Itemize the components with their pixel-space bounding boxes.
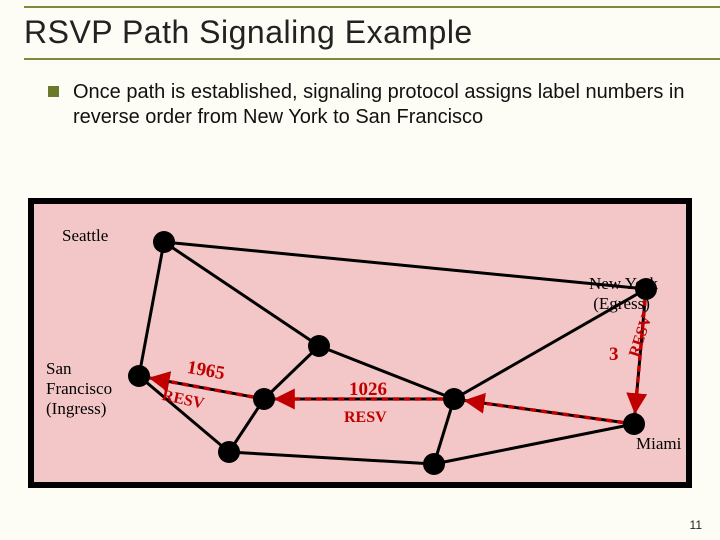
bullet-icon xyxy=(48,86,59,97)
edge xyxy=(139,376,229,452)
edge xyxy=(139,242,164,376)
edge xyxy=(164,242,646,289)
network-svg xyxy=(34,204,686,482)
edge-label: 3 xyxy=(609,344,619,366)
node-seattle xyxy=(153,231,175,253)
top-rule xyxy=(24,6,720,8)
title-underline xyxy=(24,58,720,60)
bullet-text: Once path is established, signaling prot… xyxy=(73,80,690,130)
node-n_top xyxy=(308,335,330,357)
label-nyc: New York (Egress) xyxy=(589,274,658,314)
node-n_midR xyxy=(443,388,465,410)
label-miami: Miami xyxy=(636,434,681,454)
edge-label: 1026 xyxy=(349,379,387,401)
page-number: 11 xyxy=(690,518,702,532)
diagram-frame: Seattle New York (Egress) San Francisco (I… xyxy=(28,198,692,488)
node-n_botR xyxy=(423,453,445,475)
edge xyxy=(434,424,634,464)
node-sf xyxy=(128,365,150,387)
bullet-row: Once path is established, signaling prot… xyxy=(48,80,690,130)
edge-label: RESV xyxy=(344,409,387,427)
slide-title: RSVP Path Signaling Example xyxy=(24,14,473,51)
edge xyxy=(164,242,319,346)
diagram-canvas: Seattle New York (Egress) San Francisco (I… xyxy=(34,204,686,482)
label-seattle: Seattle xyxy=(62,226,108,246)
label-sf: San Francisco (Ingress) xyxy=(46,359,112,419)
node-n_botL xyxy=(218,441,240,463)
node-n_midL xyxy=(253,388,275,410)
node-miami xyxy=(623,413,645,435)
edge xyxy=(229,452,434,464)
